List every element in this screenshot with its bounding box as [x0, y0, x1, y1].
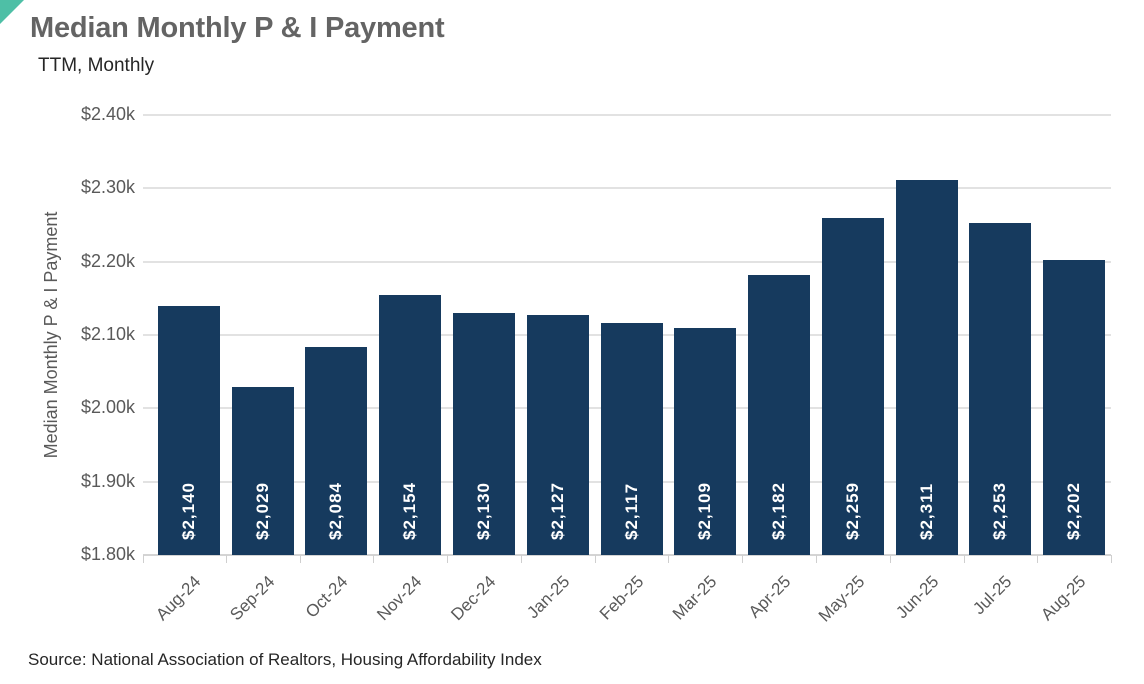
tick-mark: [1037, 555, 1039, 563]
gridline: [143, 187, 1111, 190]
chart-subtitle: TTM, Monthly: [38, 55, 155, 76]
x-tick-label: May-25: [814, 572, 869, 626]
bar-value-label: $2,311: [916, 482, 936, 540]
bar: $2,084: [305, 346, 368, 555]
bar-value-label: $2,259: [842, 481, 862, 540]
bar-value-label: $2,130: [474, 482, 493, 540]
bar: $2,259: [821, 218, 884, 555]
x-tick-label: Mar-25: [669, 572, 721, 624]
bar-value-label: $2,084: [326, 481, 346, 540]
bar: $2,182: [748, 274, 810, 555]
bar-value-label: $2,117: [621, 482, 641, 540]
y-tick-label: $1.90k: [80, 470, 135, 491]
x-tick-label: Jan-25: [522, 572, 574, 623]
tick-mark: [447, 555, 449, 563]
bar: $2,130: [453, 313, 515, 555]
bar-value-label: $2,202: [1064, 481, 1084, 540]
bar-value-label: $2,154: [400, 481, 420, 540]
y-tick-label: $2.40k: [80, 104, 135, 124]
bar: $2,029: [231, 387, 294, 555]
bar-value-label: $2,127: [547, 481, 567, 540]
tick-mark: [520, 555, 522, 563]
y-tick-label: $2.30k: [80, 177, 135, 198]
tick-mark: [742, 555, 744, 563]
gridline: [143, 554, 1111, 556]
bar: $2,154: [379, 295, 442, 555]
tick-mark: [815, 555, 817, 563]
bar: $2,117: [600, 322, 663, 555]
x-tick-label: Feb-25: [595, 572, 647, 624]
tick-mark: [299, 555, 301, 563]
x-tick-label: Aug-24: [152, 572, 205, 625]
tick-mark: [1111, 555, 1112, 563]
bar-value-label: $2,109: [695, 481, 715, 540]
tick-mark: [963, 555, 965, 563]
brand-corner-accent: [0, 0, 24, 24]
bar: $2,127: [526, 315, 589, 555]
tick-mark: [373, 555, 375, 563]
bar: $2,202: [1043, 260, 1106, 555]
bar: $2,253: [969, 222, 1032, 555]
bar-value-label: $2,140: [178, 481, 198, 540]
gridline: [143, 260, 1111, 263]
tick-mark: [668, 555, 670, 563]
y-tick-label: $1.80k: [80, 544, 135, 564]
tick-mark: [143, 555, 144, 563]
x-tick-label: Apr-25: [744, 572, 795, 622]
x-tick-label: Nov-24: [373, 572, 426, 625]
tick-mark: [889, 555, 891, 563]
chart-title: Median Monthly P & I Payment: [30, 12, 445, 44]
bar-value-label: $2,182: [769, 481, 788, 540]
gridline: [143, 114, 1111, 116]
y-tick-label: $2.20k: [80, 250, 135, 271]
x-tick-label: Oct-24: [302, 572, 352, 622]
tick-mark: [594, 555, 596, 563]
bar-value-label: $2,253: [990, 481, 1010, 540]
x-tick-label: Aug-25: [1037, 572, 1090, 625]
bar: $2,109: [674, 328, 737, 555]
bar: $2,311: [895, 180, 958, 555]
x-tick-label: Jul-25: [969, 572, 1016, 619]
source-note: Source: National Association of Realtors…: [28, 650, 542, 669]
x-tick-label: Dec-24: [447, 572, 500, 625]
tick-mark: [225, 555, 227, 563]
x-tick-label: Jun-25: [891, 572, 943, 623]
bar: $2,140: [157, 305, 220, 555]
y-tick-label: $2.00k: [80, 397, 135, 418]
x-tick-label: Sep-24: [225, 572, 279, 625]
bar-value-label: $2,029: [252, 481, 272, 540]
y-tick-label: $2.10k: [80, 324, 135, 344]
